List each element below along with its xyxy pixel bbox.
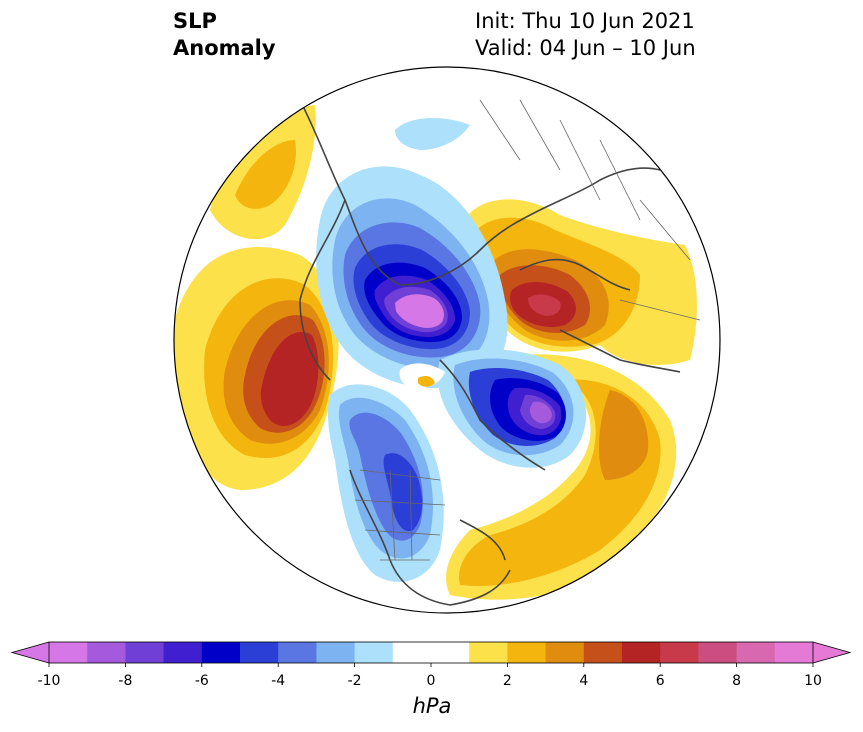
colorbar-cell [583, 642, 623, 663]
colorbar-tick-label: 0 [426, 673, 436, 689]
colorbar-tick-label: 4 [579, 673, 589, 689]
anomaly-greenland [437, 349, 587, 468]
colorbar-cell [201, 642, 241, 663]
title-variable-sub: Anomaly [173, 36, 276, 60]
anomaly-north-pacific [174, 247, 339, 490]
anomaly-atlantic [446, 354, 677, 600]
anomaly-north-america [327, 384, 444, 582]
title-dates: Init: Thu 10 Jun 2021 Valid: 04 Jun – 10… [475, 8, 696, 62]
colorbar-cell [125, 642, 165, 663]
colorbar-cell [278, 642, 317, 663]
colorbar-cell [545, 642, 585, 663]
colorbar-tick-label: -2 [347, 673, 362, 689]
anomaly-small-siberia-coast [395, 118, 470, 150]
colorbar-arrow-outline [10, 641, 852, 664]
title-variable-name: SLP [173, 9, 217, 33]
colorbar-tick-label: 2 [502, 673, 512, 689]
colorbar-cell [774, 642, 814, 663]
title-init: Init: Thu 10 Jun 2021 [475, 9, 695, 33]
colorbar-cell [622, 642, 661, 663]
colorbar-min-extension [12, 642, 49, 663]
colorbar-cell [316, 642, 356, 663]
anomaly-siberia [459, 199, 697, 365]
colorbar-cell [49, 642, 88, 663]
colorbar-tick-label: -8 [118, 673, 133, 689]
colorbar-cell [392, 642, 432, 663]
coastlines [299, 99, 681, 606]
colorbar-tick-label: -4 [271, 673, 286, 689]
colorbar-tick-label: 6 [655, 673, 665, 689]
colorbar-cell [240, 642, 279, 663]
colorbar-unit: hPa [412, 694, 452, 718]
title-variable: SLP Anomaly [173, 8, 276, 62]
colorbar-cell [87, 642, 126, 663]
colorbar-max-extension [813, 642, 850, 663]
colorbar-cell [660, 642, 699, 663]
colorbar-cell [507, 642, 547, 663]
colorbar-tick-label: 10 [804, 673, 822, 689]
colorbar-cell [163, 642, 203, 663]
anomaly-small-positive [418, 375, 435, 387]
colorbar-tick-label: -10 [37, 673, 61, 689]
colorbar-tick-label: -6 [194, 673, 209, 689]
map-boundary [173, 66, 721, 614]
anomaly-north-pacific-2 [210, 105, 316, 240]
colorbar-cell [354, 642, 394, 663]
colorbar-cell [736, 642, 776, 663]
colorbar-cell [469, 642, 508, 663]
title-valid: Valid: 04 Jun – 10 Jun [475, 36, 696, 60]
colorbar-cell [698, 642, 738, 663]
anomaly-pole [316, 166, 508, 389]
borders [354, 99, 701, 561]
colorbar-tick-label: 8 [732, 673, 742, 689]
colorbar-cell [431, 642, 470, 663]
